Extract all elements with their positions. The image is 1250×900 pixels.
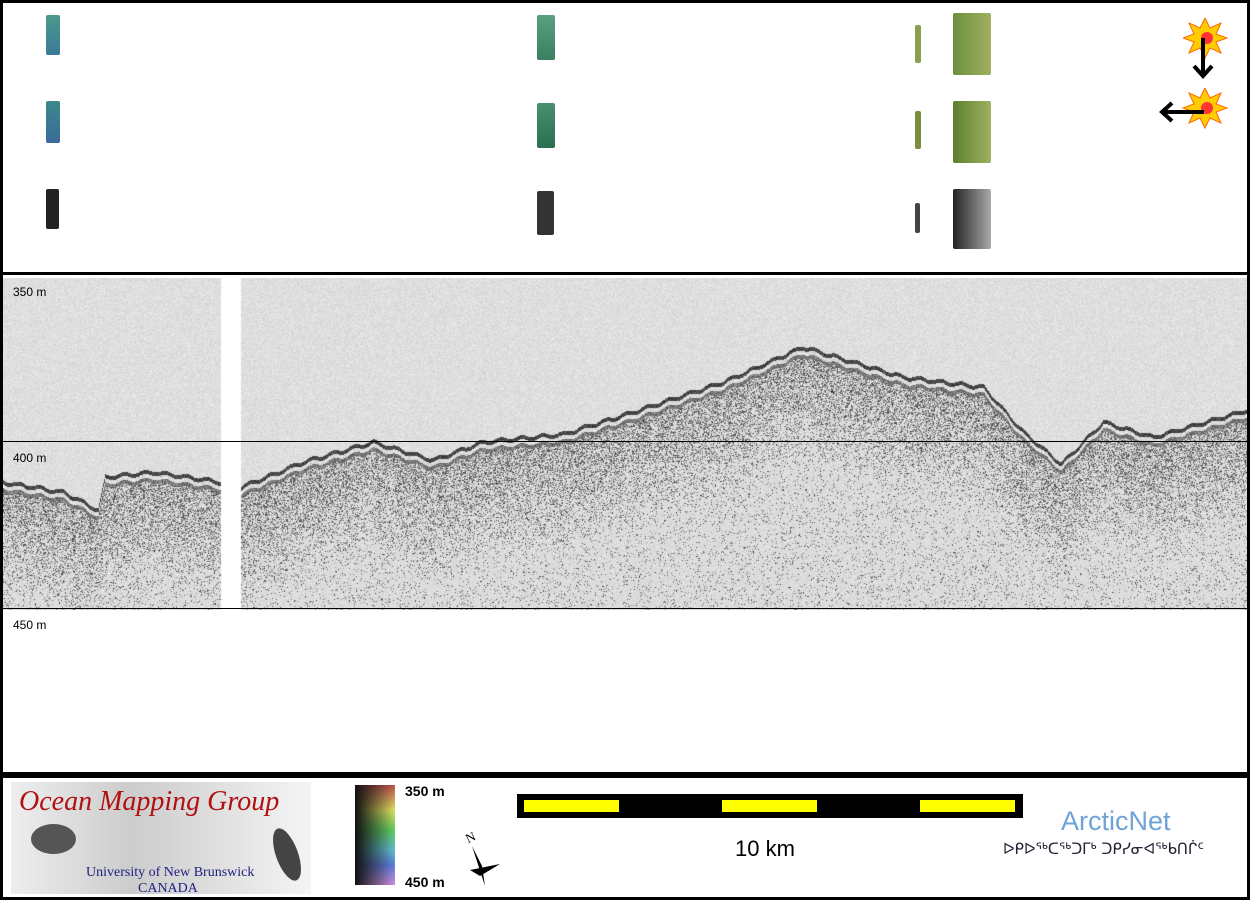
depth-gridline-400	[3, 441, 1247, 442]
subbottom-profile-panel: 350 m 400 m 450 m	[0, 272, 1250, 775]
thumbnail-1-shaded	[46, 101, 60, 143]
thumbnail-2-gray	[537, 191, 554, 235]
thumbnail-3b-gray	[953, 189, 991, 249]
backscatter-thumbnail-panel	[0, 0, 1250, 275]
thumbnail-3a-colour	[915, 25, 921, 63]
scale-bar-label: 10 km	[735, 836, 795, 861]
north-arrow-icon: N	[463, 828, 500, 886]
thumbnail-3b-colour	[953, 13, 991, 75]
seismic-profile-image	[3, 278, 1247, 610]
depth-colorbar	[355, 785, 395, 885]
omg-country: CANADA	[138, 881, 198, 896]
thumbnail-3a-shaded	[915, 111, 921, 149]
ship-image-icon	[267, 824, 307, 885]
omg-subtitle: University of New Brunswick	[86, 865, 255, 880]
thumbnail-1-gray	[46, 189, 59, 229]
thumbnail-1-colour	[46, 15, 60, 55]
depth-label-450: 450 m	[13, 618, 47, 632]
depth-label-350: 350 m	[13, 285, 47, 299]
omg-title: Ocean Mapping Group	[19, 786, 280, 817]
arcticnet-syllabics: ᐅᑭᐅᖅᑕᖅᑐᒥᒃ ᑐᑭᓯᓂᐊᖅᑲᑎᒌᑦ	[1003, 840, 1204, 858]
scale-bar	[517, 794, 1023, 818]
thumbnail-2-shaded	[537, 103, 555, 148]
arcticnet-logo: ArcticNet	[1061, 806, 1171, 836]
depth-gridline-450	[3, 608, 1247, 609]
hydrophone-image-icon	[31, 824, 76, 854]
sun-illumination-icon-down	[1183, 18, 1229, 79]
north-label: N	[463, 828, 478, 846]
colorbar-label-top: 350 m	[405, 783, 445, 799]
omg-logo: Ocean Mapping Group University of New Br…	[11, 782, 311, 896]
thumbnail-3a-gray	[915, 203, 920, 233]
sun-illumination-icon-left	[1159, 88, 1229, 130]
colorbar-label-bottom: 450 m	[405, 874, 445, 890]
depth-label-400: 400 m	[13, 451, 47, 465]
legend-panel: Ocean Mapping Group University of New Br…	[0, 775, 1250, 900]
thumbnail-2-colour	[537, 15, 555, 60]
thumbnail-3b-shaded	[953, 101, 991, 163]
